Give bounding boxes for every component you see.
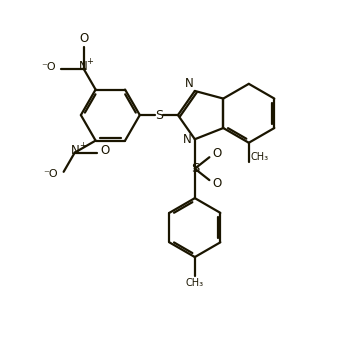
Text: +: + [86, 56, 93, 65]
Text: O: O [101, 144, 110, 157]
Text: +: + [79, 141, 86, 150]
Text: CH₃: CH₃ [186, 278, 204, 288]
Text: O: O [212, 147, 222, 160]
Text: N: N [185, 77, 194, 90]
Text: N: N [78, 61, 87, 73]
Text: ⁻O: ⁻O [43, 168, 58, 179]
Text: N: N [183, 133, 192, 147]
Text: S: S [155, 109, 163, 121]
Text: CH₃: CH₃ [251, 152, 269, 161]
Text: O: O [79, 32, 88, 46]
Text: O: O [212, 177, 222, 190]
Text: N: N [71, 144, 80, 157]
Text: ⁻O: ⁻O [41, 62, 56, 72]
Text: S: S [191, 162, 200, 175]
